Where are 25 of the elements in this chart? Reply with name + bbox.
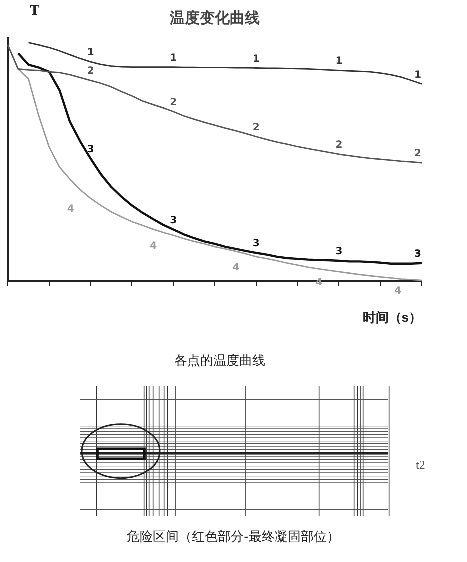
text: 1 — [252, 54, 260, 65]
text: 危险区间（红色部分-最终凝固部位） — [126, 529, 341, 546]
text: 3 — [336, 246, 343, 258]
text: 1 — [336, 56, 343, 68]
text: 2 — [414, 148, 422, 160]
text: 4 — [150, 241, 158, 252]
series-label: 2 — [170, 97, 178, 108]
text: 4 — [232, 262, 240, 274]
text: t2 — [416, 458, 426, 473]
text: 3 — [414, 248, 422, 260]
text: 2 — [252, 122, 260, 134]
text: 3 — [170, 215, 178, 226]
text: 1 — [170, 52, 178, 64]
series-label: 1 — [414, 70, 422, 81]
text: 3 — [252, 238, 260, 250]
series-label: 4 — [394, 286, 402, 298]
series-label: 3 — [87, 144, 94, 156]
text: 2 — [87, 66, 94, 78]
x-axis-title: 时间（s） — [362, 310, 422, 325]
text: 4 — [67, 204, 74, 216]
text: 2 — [336, 140, 343, 152]
y-axis-title: T — [30, 4, 40, 19]
text: 1 — [87, 48, 94, 59]
text: 各点的温度曲线 — [174, 353, 266, 370]
chart-title: 温度变化曲线 — [169, 8, 260, 27]
